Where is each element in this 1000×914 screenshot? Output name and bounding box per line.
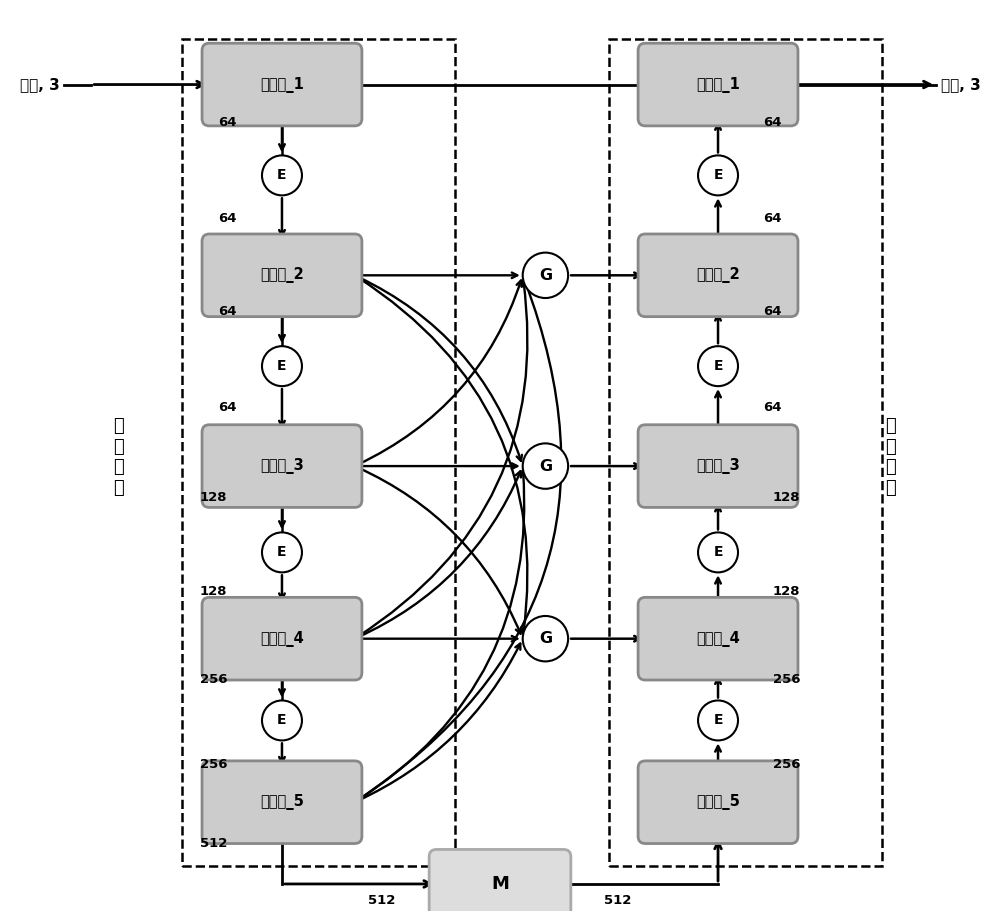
FancyArrowPatch shape — [357, 463, 517, 469]
Text: 64: 64 — [763, 400, 782, 413]
FancyArrowPatch shape — [357, 281, 522, 465]
Circle shape — [698, 155, 738, 196]
Text: 输入, 3: 输入, 3 — [20, 77, 59, 92]
Text: 解码器_1: 解码器_1 — [696, 77, 740, 92]
Circle shape — [698, 532, 738, 572]
Circle shape — [523, 443, 568, 489]
Text: E: E — [713, 168, 723, 183]
Text: 512: 512 — [368, 894, 396, 907]
Text: 编码器_4: 编码器_4 — [260, 631, 304, 647]
Text: 编码器_3: 编码器_3 — [260, 458, 304, 474]
FancyBboxPatch shape — [202, 760, 362, 844]
Text: E: E — [277, 168, 287, 183]
Text: 输出, 3: 输出, 3 — [941, 77, 980, 92]
FancyBboxPatch shape — [638, 43, 798, 126]
Text: 512: 512 — [200, 836, 227, 850]
Text: M: M — [491, 875, 509, 893]
Text: E: E — [713, 546, 723, 559]
Text: 64: 64 — [763, 116, 782, 129]
FancyArrowPatch shape — [357, 472, 526, 801]
Text: G: G — [539, 632, 552, 646]
Text: 解码器_2: 解码器_2 — [696, 267, 740, 283]
FancyArrowPatch shape — [357, 277, 522, 461]
Text: 编码器_1: 编码器_1 — [260, 77, 304, 92]
Text: 64: 64 — [218, 305, 237, 318]
FancyArrowPatch shape — [357, 281, 527, 637]
Circle shape — [262, 700, 302, 740]
FancyBboxPatch shape — [202, 234, 362, 316]
Circle shape — [262, 532, 302, 572]
Text: 64: 64 — [763, 212, 782, 226]
Text: 128: 128 — [773, 492, 800, 505]
Circle shape — [523, 252, 568, 298]
Text: 64: 64 — [218, 116, 237, 129]
FancyArrowPatch shape — [357, 272, 517, 278]
FancyBboxPatch shape — [202, 425, 362, 507]
Text: 256: 256 — [773, 673, 800, 686]
Text: E: E — [277, 546, 287, 559]
Text: 256: 256 — [200, 758, 227, 771]
FancyBboxPatch shape — [638, 425, 798, 507]
Circle shape — [262, 346, 302, 386]
Text: G: G — [539, 268, 552, 282]
Text: 256: 256 — [773, 758, 800, 771]
Text: 64: 64 — [763, 305, 782, 318]
Text: 128: 128 — [773, 585, 800, 598]
Text: 128: 128 — [200, 492, 227, 505]
FancyArrowPatch shape — [357, 277, 527, 633]
Text: G: G — [539, 459, 552, 473]
Text: 解码器_5: 解码器_5 — [696, 794, 740, 810]
Text: 编码器_2: 编码器_2 — [260, 267, 304, 283]
FancyBboxPatch shape — [202, 598, 362, 680]
FancyBboxPatch shape — [638, 760, 798, 844]
Text: 解码器_3: 解码器_3 — [696, 458, 740, 474]
FancyArrowPatch shape — [357, 467, 521, 633]
Text: E: E — [277, 359, 287, 373]
Text: 128: 128 — [200, 585, 227, 598]
Text: 解
码
网
络: 解 码 网 络 — [885, 417, 896, 497]
Circle shape — [698, 700, 738, 740]
Text: 256: 256 — [200, 673, 227, 686]
Bar — [182, 39, 455, 866]
Circle shape — [262, 155, 302, 196]
Text: 编
码
网
络: 编 码 网 络 — [113, 417, 124, 497]
Text: E: E — [713, 359, 723, 373]
Text: E: E — [713, 714, 723, 728]
Text: E: E — [277, 714, 287, 728]
FancyArrowPatch shape — [357, 471, 521, 638]
FancyArrowPatch shape — [357, 281, 561, 801]
FancyArrowPatch shape — [357, 636, 517, 642]
Text: 512: 512 — [604, 894, 632, 907]
FancyBboxPatch shape — [638, 598, 798, 680]
Text: 64: 64 — [218, 212, 237, 226]
Bar — [609, 39, 882, 866]
FancyArrowPatch shape — [357, 643, 520, 801]
Text: 64: 64 — [218, 400, 237, 413]
Text: 编码器_5: 编码器_5 — [260, 794, 304, 810]
FancyBboxPatch shape — [429, 849, 571, 914]
Circle shape — [698, 346, 738, 386]
FancyBboxPatch shape — [638, 234, 798, 316]
FancyBboxPatch shape — [202, 43, 362, 126]
Text: 解码器_4: 解码器_4 — [696, 631, 740, 647]
Circle shape — [523, 616, 568, 662]
